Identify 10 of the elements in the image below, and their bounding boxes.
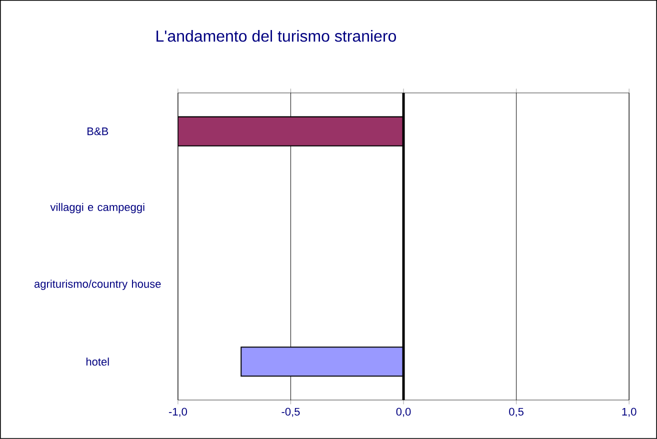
x-tick-label: -1,0: [168, 408, 187, 417]
y-tick-label: hotel: [86, 358, 109, 366]
y-tick-label: agriturismo/country house: [34, 280, 161, 290]
chart-title: L'andamento del turismo straniero: [156, 30, 396, 42]
y-tick-label: villaggi e campeggi: [50, 202, 144, 214]
x-tick-label: 0,0: [396, 408, 411, 417]
y-tick-label: B&B: [88, 127, 108, 136]
x-tick-label: 1,0: [622, 408, 636, 417]
x-tick-label: -0,5: [282, 408, 300, 417]
x-tick-label: 0,5: [509, 408, 524, 417]
